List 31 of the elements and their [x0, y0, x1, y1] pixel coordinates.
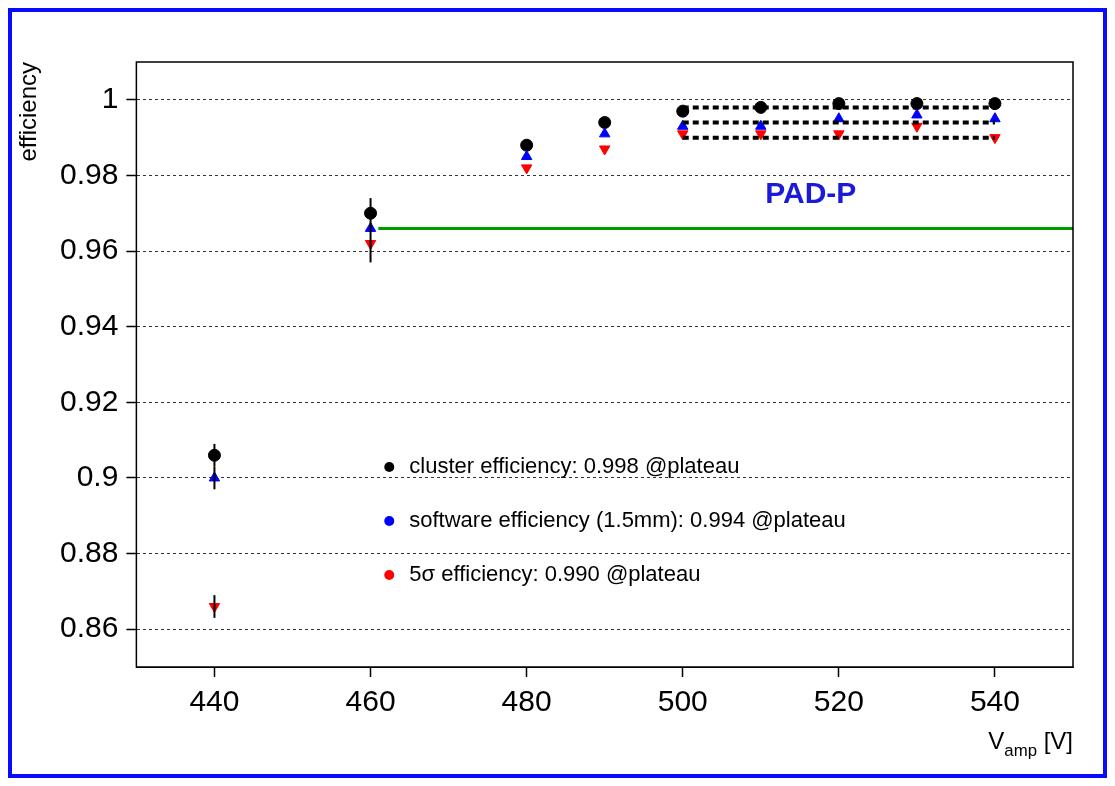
- x-tick-label: 540: [969, 684, 1020, 718]
- x-tick-label: 440: [189, 684, 240, 718]
- y-tick-label: 0.94: [60, 307, 119, 341]
- y-tick-label: 0.92: [60, 383, 119, 417]
- point: [755, 130, 767, 141]
- point: [911, 108, 923, 119]
- y-tick-label: 0.86: [60, 610, 119, 644]
- y-tick-label: 0.9: [76, 459, 119, 493]
- point: [599, 145, 611, 156]
- point: [520, 138, 534, 152]
- y-tick-label: 0.88: [60, 534, 119, 568]
- y-tick-label: 0.96: [60, 232, 119, 266]
- point: [520, 164, 533, 175]
- point: [599, 127, 611, 138]
- x-tick-label: 520: [813, 684, 864, 718]
- point: [520, 150, 533, 161]
- point: [989, 112, 1001, 123]
- y-axis-title: efficiency: [14, 62, 42, 162]
- point: [598, 116, 612, 129]
- point: [988, 97, 1002, 111]
- legend-label: 5σ efficiency: 0.990 @plateau: [409, 561, 701, 587]
- legend-label: cluster efficiency: 0.998 @plateau: [409, 453, 740, 479]
- point: [677, 130, 689, 141]
- y-tick-label: 0.98: [60, 156, 119, 190]
- x-tick-label: 480: [501, 684, 552, 718]
- point: [755, 119, 767, 130]
- legend-label: software efficiency (1.5mm): 0.994 @plateau: [409, 507, 846, 533]
- y-tick-label: 1: [101, 81, 119, 115]
- annotation: PAD-P: [765, 176, 857, 210]
- x-tick-label: 500: [657, 684, 708, 718]
- x-tick-label: 460: [345, 684, 396, 718]
